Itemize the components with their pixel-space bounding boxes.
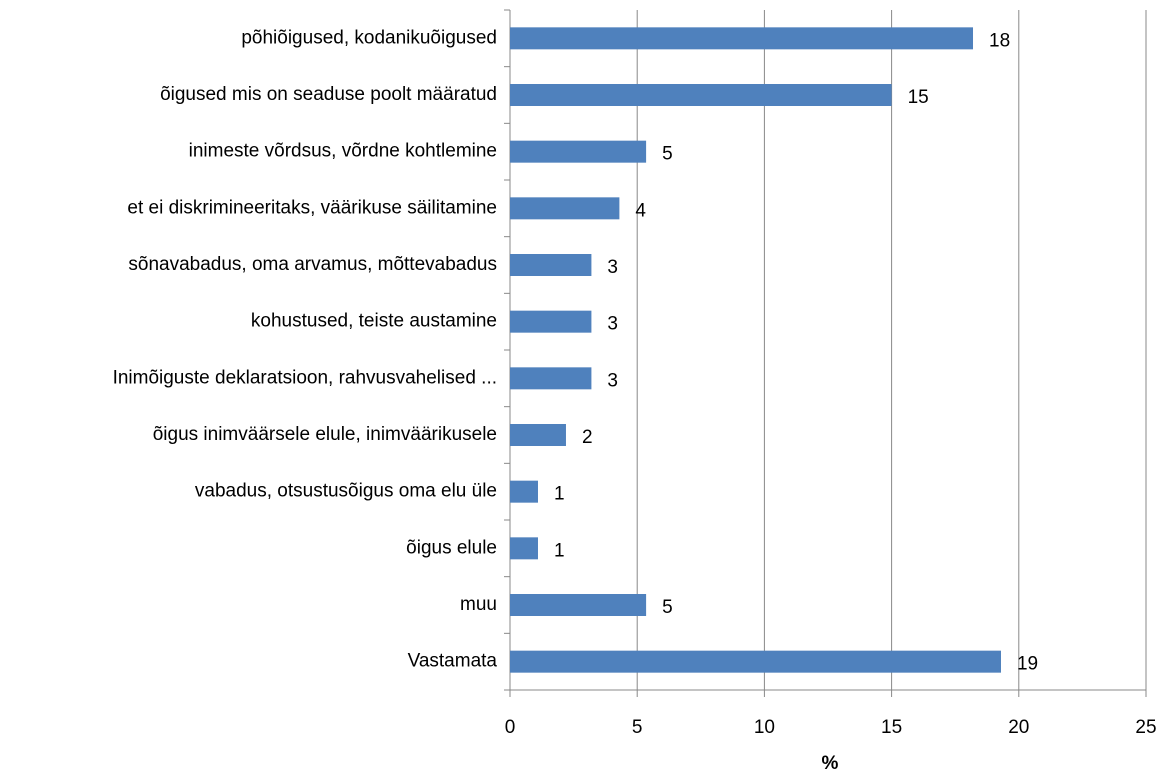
data-label: 2 [582, 427, 593, 448]
bar [510, 537, 538, 560]
y-tick-label: et ei diskrimineeritaks, väärikuse säili… [127, 197, 497, 218]
data-label: 4 [635, 200, 646, 221]
y-tick-label: inimeste võrdsus, võrdne kohtlemine [189, 141, 497, 162]
y-tick-label: õigus elule [406, 537, 497, 558]
bar [510, 367, 592, 390]
y-tick-label: põhiõigused, kodanikuõigused [241, 27, 497, 48]
y-tick-label: sõnavabadus, oma arvamus, mõttevabadus [128, 254, 497, 275]
bar [510, 254, 592, 276]
bar [510, 650, 1001, 673]
data-label: 15 [908, 87, 929, 108]
data-label: 19 [1017, 654, 1038, 675]
bar [510, 480, 538, 503]
y-tick-label: muu [460, 594, 497, 615]
bar [510, 140, 647, 163]
data-label: 3 [607, 314, 618, 335]
bar [510, 27, 974, 50]
x-tick-label: 0 [505, 717, 516, 738]
data-label: 3 [607, 370, 618, 391]
x-tick-label: 10 [754, 717, 775, 738]
data-label: 1 [554, 540, 565, 561]
y-tick-label: Vastamata [408, 651, 498, 672]
x-tick-label: 25 [1135, 717, 1156, 738]
data-label: 3 [607, 257, 618, 278]
bar [510, 310, 592, 333]
bar [510, 424, 566, 446]
x-axis-label: % [822, 753, 839, 773]
x-tick-label: 15 [881, 717, 902, 738]
bar [510, 84, 892, 106]
y-tick-label: õigused mis on seaduse poolt määratud [160, 84, 497, 105]
y-tick-label: vabadus, otsustusõigus oma elu üle [195, 481, 497, 502]
y-tick-label: Inimõiguste deklaratsioon, rahvusvahelis… [113, 367, 497, 388]
x-tick-label: 20 [1008, 717, 1029, 738]
data-label: 18 [989, 30, 1010, 51]
bar [510, 197, 620, 220]
y-tick-label: kohustused, teiste austamine [251, 311, 497, 332]
data-label: 1 [554, 484, 565, 505]
y-tick-label: õigus inimväärsele elule, inimväärikusel… [153, 424, 497, 445]
bar [510, 594, 647, 616]
x-tick-label: 5 [632, 717, 643, 738]
data-label: 5 [662, 597, 673, 618]
data-label: 5 [662, 144, 673, 165]
